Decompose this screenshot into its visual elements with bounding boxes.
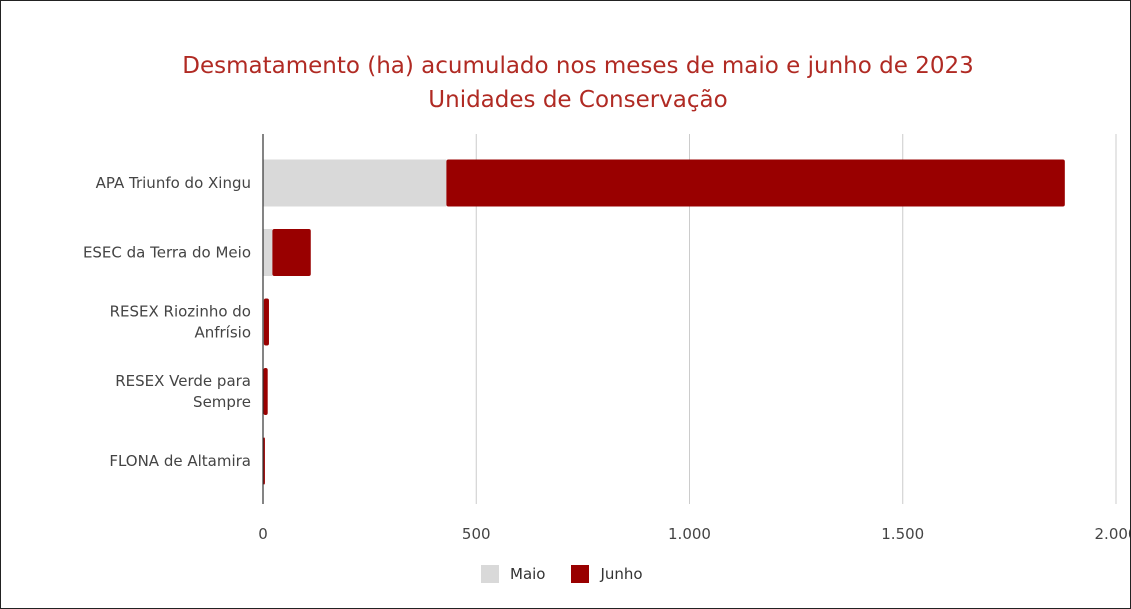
- x-tick-label-1: 500: [462, 525, 491, 543]
- bar-maio-1: [263, 229, 273, 276]
- x-tick-label-3: 1.500: [881, 525, 924, 543]
- x-tick-label-0: 0: [258, 525, 268, 543]
- bar-junho-1: [272, 229, 311, 276]
- legend-label-junho: Junho: [600, 565, 643, 583]
- category-label-2-line-1: RESEX Riozinho do: [110, 303, 251, 321]
- bar-junho-2: [263, 298, 269, 346]
- legend: Maio Junho: [481, 565, 669, 583]
- category-label-4: FLONA de Altamira: [109, 452, 251, 470]
- chart-title-line-2: Unidades de Conservação: [428, 87, 728, 113]
- bar-junho-4: [263, 437, 265, 485]
- legend-item-junho[interactable]: Junho: [571, 565, 643, 583]
- category-label-2-line-2: Anfrísio: [194, 324, 251, 342]
- legend-swatch-maio: [481, 565, 499, 583]
- legend-label-maio: Maio: [510, 565, 546, 583]
- category-label-3-line-2: Sempre: [193, 393, 251, 411]
- bar-maio-0: [263, 159, 447, 207]
- legend-swatch-junho: [571, 565, 590, 583]
- x-tick-label-4: 2.000: [1095, 525, 1131, 543]
- category-label-3-line-1: RESEX Verde para: [115, 372, 251, 390]
- legend-item-maio[interactable]: Maio: [481, 565, 545, 583]
- bar-junho-0: [446, 159, 1065, 207]
- x-tick-label-2: 1.000: [668, 525, 711, 543]
- chart-title-line-1: Desmatamento (ha) acumulado nos meses de…: [182, 53, 974, 79]
- category-label-0: APA Triunfo do Xingu: [96, 174, 251, 192]
- bar-junho-3: [263, 368, 268, 415]
- category-label-1: ESEC da Terra do Meio: [83, 244, 251, 262]
- chart-title: Desmatamento (ha) acumulado nos meses de…: [1, 49, 1130, 117]
